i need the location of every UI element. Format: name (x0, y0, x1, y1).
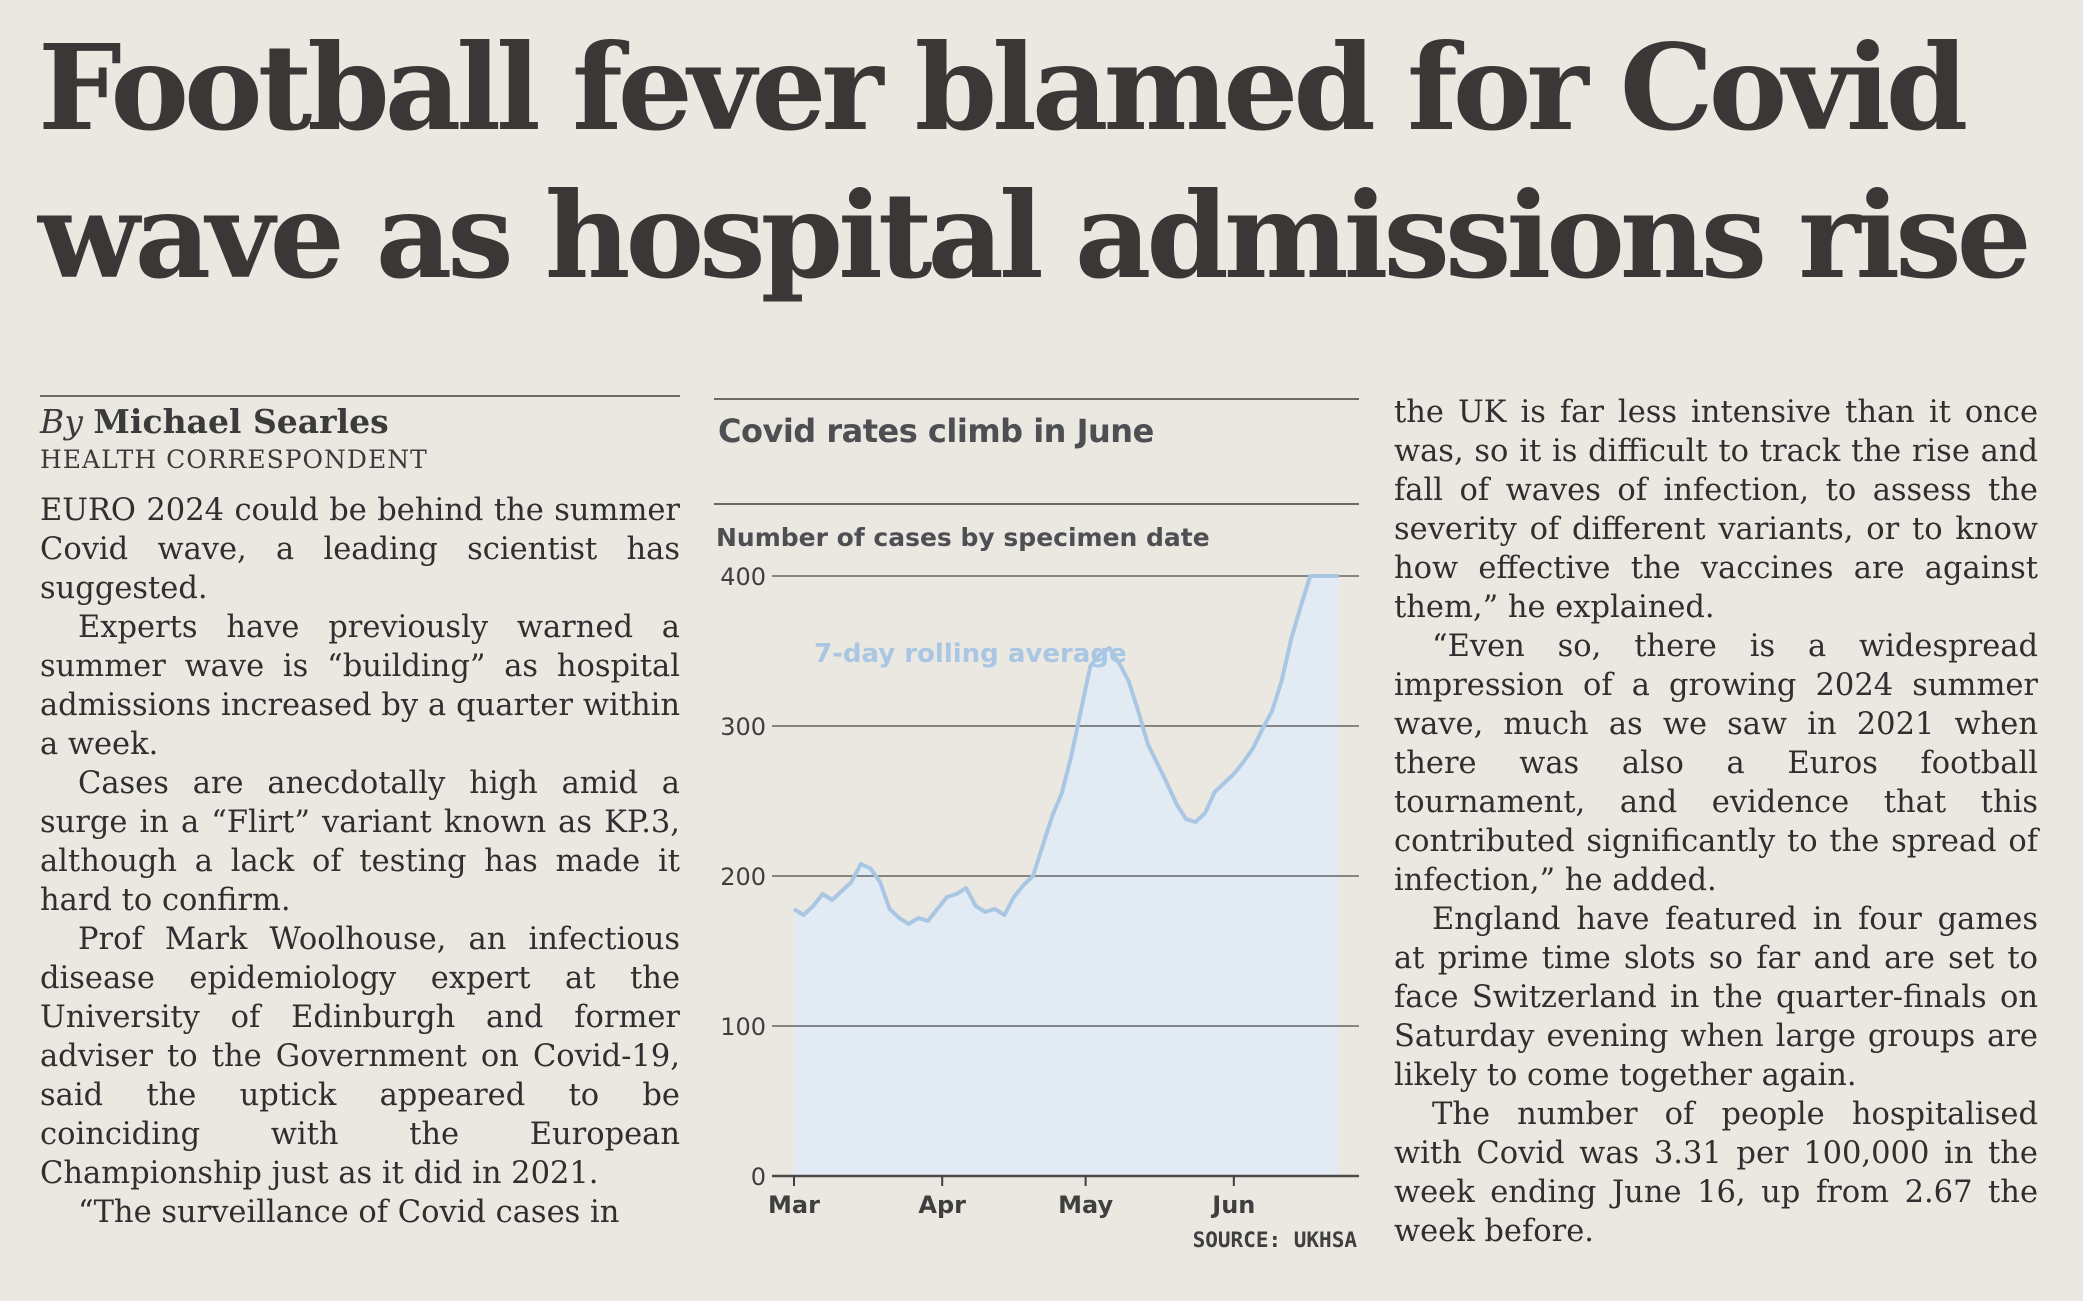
byline: By Michael Searles (40, 401, 680, 443)
paragraph: The number of people hospitalised with C… (1394, 1097, 2038, 1249)
y-tick-label: 300 (720, 713, 766, 741)
x-tick-label: Apr (918, 1191, 966, 1219)
paragraph: England have featured in four games at p… (1394, 902, 2038, 1093)
series-line (792, 574, 1339, 926)
author-name: Michael Searles (93, 402, 389, 441)
chart-title: Covid rates climb in June (718, 412, 1154, 450)
left-column: By Michael Searles HEALTH CORRESPONDENT … (40, 395, 680, 1232)
chart-plot: Number of cases by specimen date 0 100 200 3… (716, 523, 1359, 1252)
paragraph: “Even so, there is a widespread impressi… (1394, 629, 2038, 898)
y-axis-label: Number of cases by specimen date (716, 523, 1210, 552)
byline-by: By (40, 402, 83, 441)
y-tick-label: 200 (720, 863, 766, 891)
article-body-left: EURO 2024 could be behind the summer Cov… (40, 491, 680, 1232)
paragraph: Experts have previously warned a summer … (40, 610, 680, 762)
paragraph: Prof Mark Woolhouse, an infectious disea… (40, 922, 680, 1191)
paragraph: the UK is far less intensive than it onc… (1394, 395, 2038, 625)
right-column: the UK is far less intensive than it onc… (1394, 393, 2038, 1251)
y-tick-label: 0 (751, 1163, 766, 1191)
article-body-right: the UK is far less intensive than it onc… (1394, 393, 2038, 1251)
y-tick-label: 100 (720, 1013, 766, 1041)
chart-title-rule (714, 503, 1359, 505)
author-role: HEALTH CORRESPONDENT (40, 445, 428, 474)
paragraph: Cases are anecdotally high amid a surge … (40, 766, 680, 918)
x-tick-label: May (1058, 1191, 1113, 1219)
chart-source: SOURCE: UKHSA (1193, 1228, 1358, 1252)
paragraph: EURO 2024 could be behind the summer Cov… (40, 493, 680, 606)
headline: Football fever blamed for Covid wave as … (38, 18, 2032, 305)
y-tick-label: 400 (720, 563, 766, 591)
chart: Covid rates climb in June Number of case… (714, 398, 1359, 1260)
chart-top-rule (714, 398, 1359, 400)
paragraph: “The surveillance of Covid cases in (78, 1195, 620, 1230)
x-tick-label: Mar (768, 1191, 820, 1219)
series-label: 7-day rolling average (814, 639, 1127, 669)
x-tick-label: Jun (1210, 1191, 1255, 1219)
column-rule (40, 395, 680, 397)
